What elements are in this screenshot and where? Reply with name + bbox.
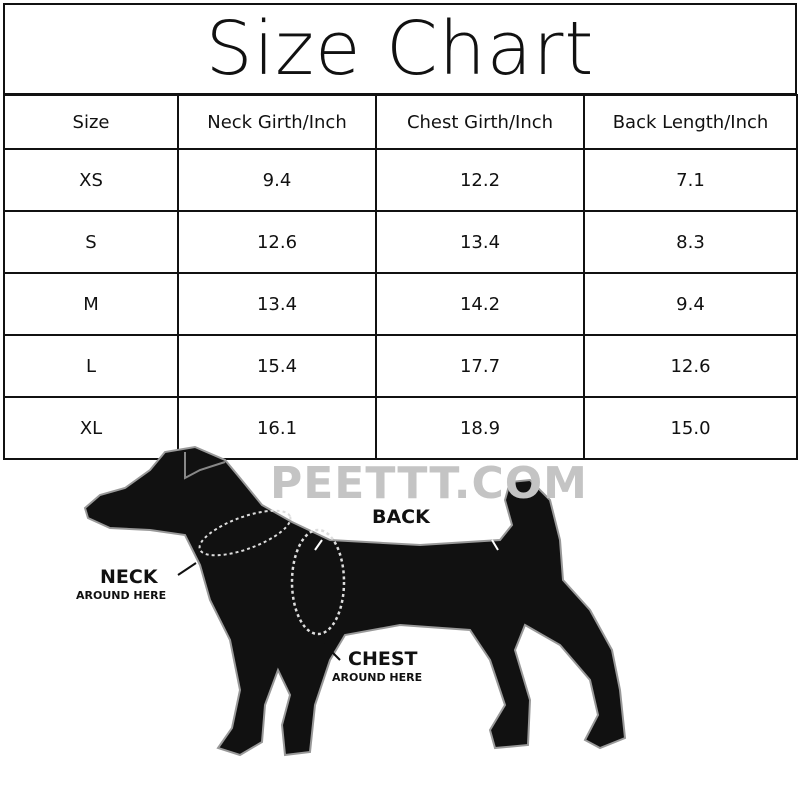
table-row: L 15.4 17.7 12.6 [3,334,798,398]
page-title: Size Chart [3,3,797,95]
cell: 12.2 [375,148,585,212]
chest-measure-line [290,528,346,636]
cell: 18.9 [375,396,585,460]
cell: 16.1 [177,396,377,460]
dog-silhouette [83,445,627,757]
neck-measure-line [198,509,292,557]
cell: 7.1 [583,148,798,212]
cell: 9.4 [177,148,377,212]
neck-arrow-icon [177,562,197,576]
cell: 12.6 [583,334,798,398]
chest-sub-label: AROUND HERE [332,671,423,684]
size-table: Size Neck Girth/Inch Chest Girth/Inch Ba… [3,94,798,460]
table-row: M 13.4 14.2 9.4 [3,272,798,336]
table-row: S 12.6 13.4 8.3 [3,210,798,274]
cell: 15.0 [583,396,798,460]
chest-label: CHEST [348,648,418,670]
table-row: XS 9.4 12.2 7.1 [3,148,798,212]
cell: 13.4 [177,272,377,336]
table-header-row: Size Neck Girth/Inch Chest Girth/Inch Ba… [3,94,798,150]
cell: 15.4 [177,334,377,398]
neck-label: NECK [100,566,158,588]
cell: 12.6 [177,210,377,274]
cell: XL [3,396,179,460]
chest-arrow-icon [323,643,341,661]
neck-sub-label: AROUND HERE [76,589,167,602]
back-start-arrow-icon [314,539,323,551]
header-back: Back Length/Inch [583,94,798,150]
cell: 17.7 [375,334,585,398]
cell: XS [3,148,179,212]
cell: S [3,210,179,274]
cell: 8.3 [583,210,798,274]
back-label: BACK [372,506,430,528]
back-sub-label: MEASURE HERE TO HERE [335,527,489,540]
watermark: PEETTT.COM [270,458,588,509]
header-chest: Chest Girth/Inch [375,94,585,150]
cell: 14.2 [375,272,585,336]
cell: 13.4 [375,210,585,274]
header-neck: Neck Girth/Inch [177,94,377,150]
cell: M [3,272,179,336]
cell: L [3,334,179,398]
table-row: XL 16.1 18.9 15.0 [3,396,798,460]
cell: 9.4 [583,272,798,336]
back-end-arrow-icon [491,539,499,551]
header-size: Size [3,94,179,150]
ear [184,452,226,480]
